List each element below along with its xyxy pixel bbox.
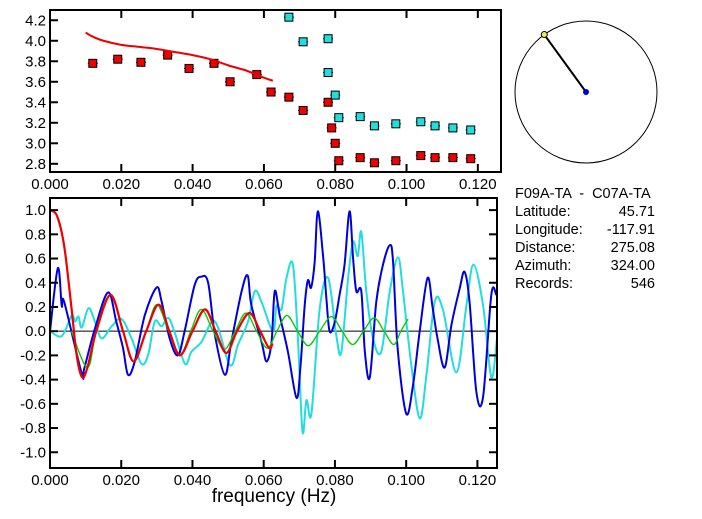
cyan-data-point (334, 113, 344, 123)
blue-line (50, 210, 497, 416)
red-data-point (266, 87, 276, 97)
longitude-value: -117.91 (607, 222, 655, 238)
cyan-data-point (323, 34, 333, 44)
x-tick-label: 0.020 (102, 472, 140, 489)
red-data-point (284, 92, 294, 102)
x-tick-label: 0.040 (174, 472, 212, 489)
y-tick-label: 0.0 (25, 323, 46, 340)
y-tick-label: 0.2 (25, 299, 46, 316)
cyan-data-point (391, 119, 401, 129)
red-data-point (163, 50, 173, 60)
y-tick-label: 3.2 (25, 115, 46, 132)
red-data-point (416, 151, 426, 161)
red-data-point (327, 123, 337, 133)
red-data-point (391, 156, 401, 166)
cyan-data-point (448, 123, 458, 133)
records-value: 546 (631, 276, 655, 292)
cyan-data-point (284, 12, 294, 22)
station-marker (540, 31, 548, 39)
y-tick-label: 3.4 (25, 94, 46, 111)
red-data-point (113, 54, 123, 64)
latitude-value: 45.71 (619, 204, 655, 220)
cyan-data-point (330, 90, 340, 100)
cyan-data-point (323, 68, 333, 78)
red-data-point (355, 153, 365, 163)
x-tick-label: 0.060 (245, 176, 283, 193)
station-pair-title: F09A-TA - C07A-TA (515, 186, 651, 202)
y-tick-label: 3.0 (25, 135, 46, 152)
longitude-label: Longitude: (515, 222, 583, 238)
x-tick-label: 0.120 (459, 472, 497, 489)
y-tick-label: 0.6 (25, 251, 46, 268)
red-line (50, 209, 274, 379)
y-tick-label: 4.2 (25, 12, 46, 29)
y-tick-label: 3.6 (25, 74, 46, 91)
red-data-point (448, 153, 458, 163)
red-data-point (136, 57, 146, 67)
x-tick-label: 0.040 (174, 176, 212, 193)
center-marker (583, 89, 589, 95)
y-tick-label: 1.0 (25, 202, 46, 219)
red-data-point (88, 58, 98, 68)
red-data-point (334, 156, 344, 166)
red-data-point (298, 105, 308, 115)
correlation-line-plot: 0.000 0.020 0.040 0.060 0.080 0.100 0.120 -1.0 -… (20, 197, 498, 489)
red-data-point (323, 97, 333, 107)
red-data-point (369, 158, 379, 168)
y-tick-label: -0.2 (20, 347, 46, 364)
y-tick-label: -0.6 (20, 396, 46, 413)
y-tick-label: 0.4 (25, 275, 46, 292)
plot-frame (49, 197, 498, 469)
x-axis-label: frequency (Hz) (212, 486, 337, 507)
red-data-point (330, 138, 340, 148)
azimuth-compass (514, 20, 658, 164)
x-tick-label: 0.100 (387, 472, 425, 489)
cyan-data-point (416, 117, 426, 127)
x-tick-label: 0.000 (31, 472, 69, 489)
y-tick-label: -0.8 (20, 420, 46, 437)
y-tick-label: 4.0 (25, 33, 46, 50)
red-data-point (430, 153, 440, 163)
distance-value: 275.08 (611, 240, 655, 256)
cyan-line (50, 230, 497, 435)
plot-data (50, 209, 497, 435)
cyan-data-point (298, 37, 308, 47)
x-tick-label: 0.080 (316, 472, 354, 489)
cyan-data-point (466, 125, 476, 135)
y-tick-label: 3.8 (25, 53, 46, 70)
plot-data (85, 12, 476, 168)
azimuth-line (543, 33, 587, 93)
x-tick-label: 0.000 (31, 176, 69, 193)
x-tick-label: 0.080 (316, 176, 354, 193)
station-info-panel: F09A-TA - C07A-TA Latitude: 45.71 Longit… (515, 186, 655, 292)
latitude-label: Latitude: (515, 204, 571, 220)
cyan-data-point (369, 121, 379, 131)
distance-label: Distance: (515, 240, 575, 256)
cyan-data-point (430, 121, 440, 131)
y-tick-label: 0.8 (25, 226, 46, 243)
records-label: Records: (515, 276, 573, 292)
velocity-scatter-plot: 0.000 0.020 0.040 0.060 0.080 0.100 0.120 2.8 3.… (25, 9, 502, 193)
x-tick-label: 0.100 (388, 176, 426, 193)
compass-circle (514, 20, 658, 164)
azimuth-value: 324.00 (611, 258, 655, 274)
x-tick-label: 0.120 (459, 176, 497, 193)
y-tick-label: -0.4 (20, 372, 46, 389)
x-tick-label: 0.060 (245, 472, 283, 489)
red-data-point (466, 154, 476, 164)
red-data-point (184, 63, 194, 73)
cyan-data-point (355, 112, 365, 122)
azimuth-label: Azimuth: (515, 258, 571, 274)
x-tick-label: 0.020 (103, 176, 141, 193)
plot-frame (49, 9, 502, 173)
red-curve-line (85, 31, 274, 82)
red-data-point (225, 77, 235, 87)
y-tick-label: -1.0 (20, 444, 46, 461)
y-tick-label: 2.8 (25, 156, 46, 173)
